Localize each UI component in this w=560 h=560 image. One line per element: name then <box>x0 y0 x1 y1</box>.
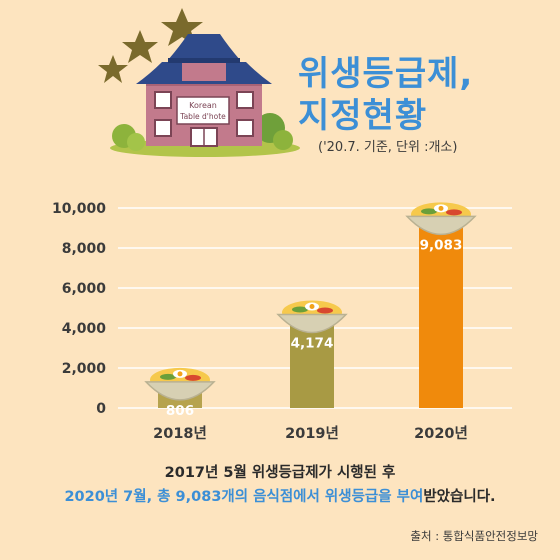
page-title-line1: 위생등급제, <box>298 54 474 94</box>
x-tick-label: 2018년 <box>153 425 207 442</box>
y-tick-label: 0 <box>96 401 106 417</box>
bush <box>273 130 293 150</box>
bush <box>127 133 145 151</box>
caption-line1: 2017년 5월 위생등급제가 시행된 후 <box>164 465 396 481</box>
y-tick-label: 6,000 <box>62 281 107 297</box>
upper-wall <box>182 63 226 81</box>
y-tick-label: 2,000 <box>62 361 107 377</box>
bowl <box>405 215 477 236</box>
bar-value-label: 4,174 <box>291 336 334 352</box>
y-tick-label: 4,000 <box>62 321 107 337</box>
star-icon <box>122 30 158 63</box>
caption-line2: 2020년 7월, 총 9,083개의 음식점에서 위생등급을 부여받았습니다. <box>0 485 560 506</box>
window <box>154 119 172 137</box>
bowl-yolk <box>309 304 315 310</box>
bowl-topping <box>292 306 308 313</box>
house-roof-top <box>168 34 240 60</box>
caption-highlight: 2020년 7월, 총 9,083개의 음식점에서 위생등급을 부여 <box>64 489 424 505</box>
page-title-line2: 지정현황 <box>298 96 428 136</box>
caption-rest: 받았습니다. <box>423 489 496 505</box>
bar <box>290 324 334 408</box>
bar-value-label: 806 <box>166 403 194 419</box>
bowl-topping <box>185 374 201 381</box>
sign-text-line2: Table d'hote <box>179 112 226 121</box>
x-tick-label: 2020년 <box>414 425 468 442</box>
roof-ridge <box>168 58 240 63</box>
x-tick-label: 2019년 <box>285 425 339 442</box>
bowl <box>276 313 348 334</box>
bar <box>419 226 463 408</box>
bowl-topping <box>160 373 176 380</box>
window <box>236 91 254 109</box>
bar-value-label: 9,083 <box>420 237 463 253</box>
bar-chart: 0 2,000 4,000 6,000 8,000 10,000 806 2018년 4,174… <box>52 201 512 442</box>
bowl <box>144 381 216 401</box>
bowl-topping <box>421 208 437 215</box>
bowl-yolk <box>177 371 183 377</box>
y-tick-label: 8,000 <box>62 241 107 257</box>
sign-text-line1: Korean <box>189 101 217 110</box>
restaurant-sign <box>176 96 230 125</box>
source-note: 출처 : 통합식품안전정보망 <box>410 529 538 543</box>
bowl-topping <box>317 307 333 314</box>
window <box>154 91 172 109</box>
window <box>236 119 254 137</box>
restaurant-illustration: Korean Table d'hote <box>98 8 300 157</box>
bowl-yolk <box>438 205 444 211</box>
unit-note: ('20.7. 기준, 단위 :개소) <box>318 140 458 155</box>
star-icon <box>98 55 128 83</box>
bowl-topping <box>446 209 462 216</box>
y-tick-label: 10,000 <box>52 201 106 217</box>
